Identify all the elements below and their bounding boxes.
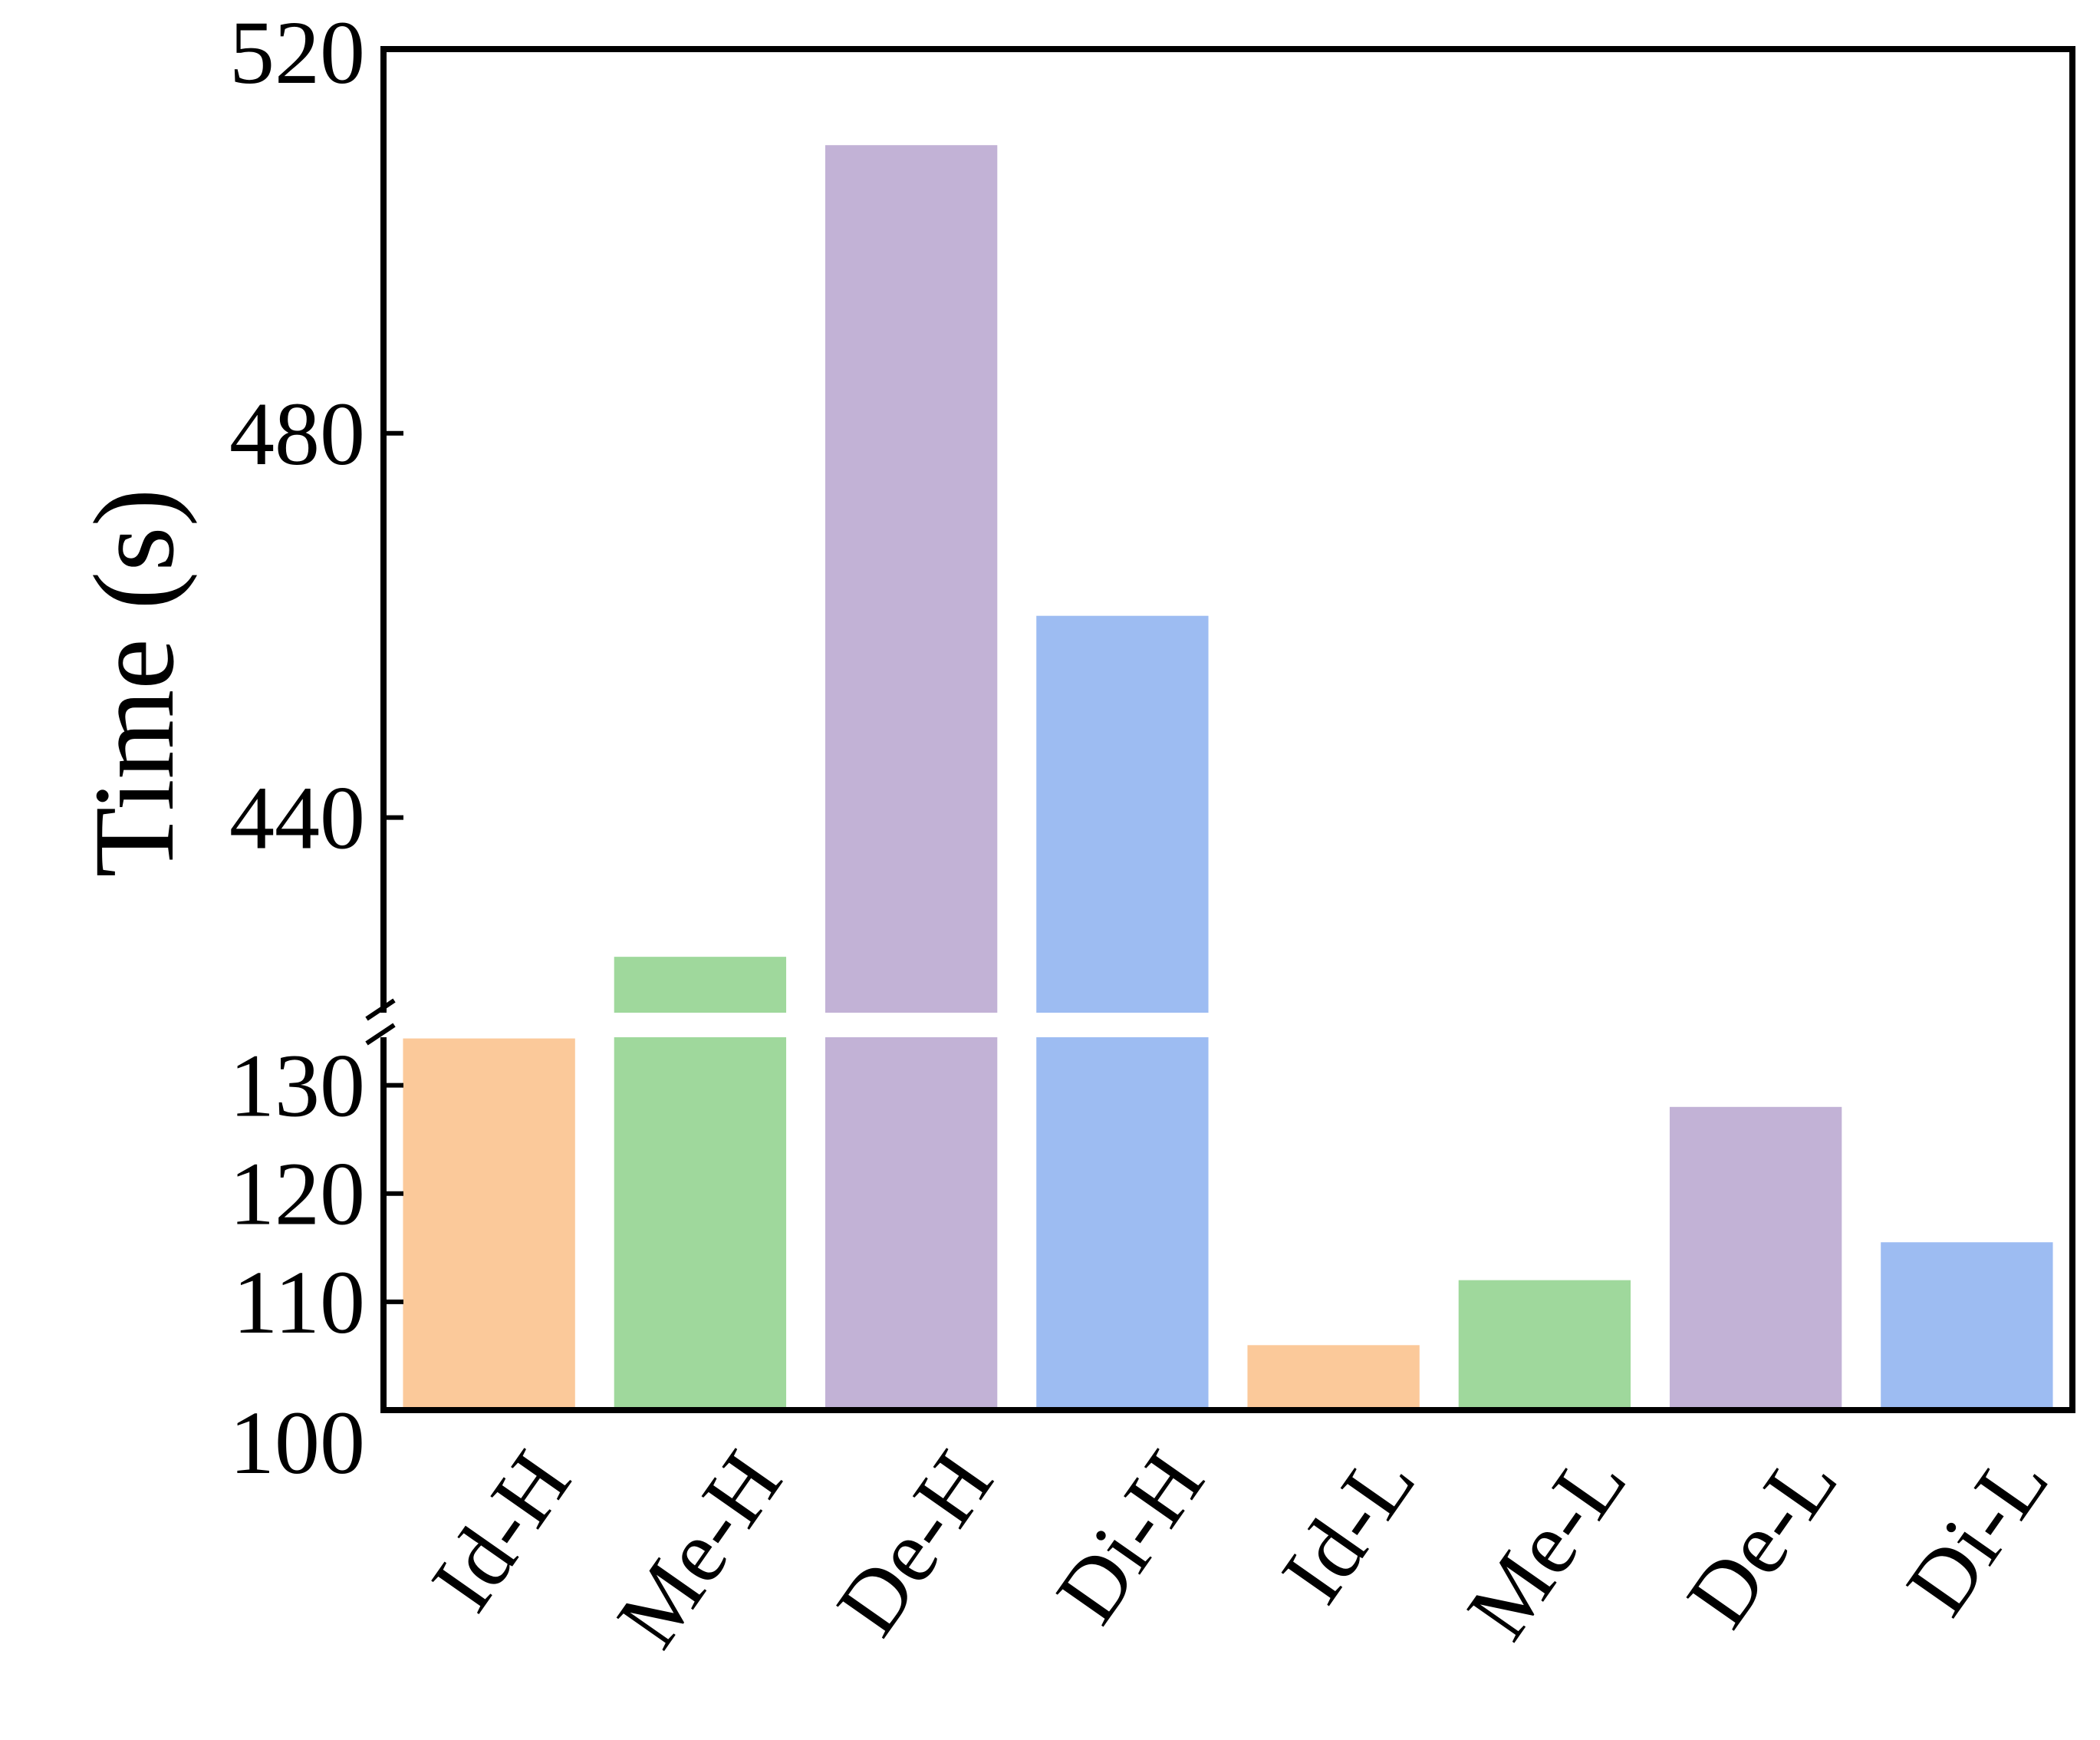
plot-frame	[365, 46, 2075, 1413]
bar-de-h	[825, 145, 998, 1411]
bar-de-l	[1669, 1106, 1842, 1410]
y-tick-label-110: 110	[232, 1252, 365, 1353]
bars-group	[403, 145, 2053, 1411]
break-mark-top	[365, 998, 396, 1021]
x-label-de-h: De-H	[818, 1434, 1012, 1652]
y-tick-label-120: 120	[229, 1144, 365, 1244]
x-label-de-l: De-L	[1668, 1434, 1856, 1644]
x-label-di-l: Di-L	[1888, 1434, 2067, 1632]
axis-break	[387, 1013, 2069, 1037]
x-label-id-l: Id-L	[1263, 1434, 1434, 1620]
x-axis-labels: Id-H Me-H De-H Di-H Id-L Me-L De-L Di-L	[413, 1434, 2067, 1664]
y-tick-label-480: 480	[229, 384, 365, 484]
x-label-di-h: Di-H	[1038, 1434, 1223, 1640]
y-axis-title: Time (s)	[71, 488, 198, 877]
bar-me-l	[1458, 1280, 1631, 1410]
x-label-id-h: Id-H	[413, 1434, 589, 1628]
y-tick-label-130: 130	[229, 1036, 365, 1136]
x-label-me-l: Me-L	[1449, 1434, 1645, 1656]
bar-id-h	[403, 1038, 575, 1410]
y-tick-label-520: 520	[229, 2, 365, 103]
x-label-me-h: Me-H	[598, 1434, 801, 1664]
y-tick-label-440: 440	[229, 768, 365, 868]
break-mark-bottom	[365, 1023, 396, 1046]
axis-break-gap	[387, 1013, 2069, 1037]
y-tick-label-100: 100	[229, 1392, 365, 1493]
bar-id-l	[1247, 1345, 1420, 1410]
bar-di-l	[1881, 1242, 2053, 1410]
